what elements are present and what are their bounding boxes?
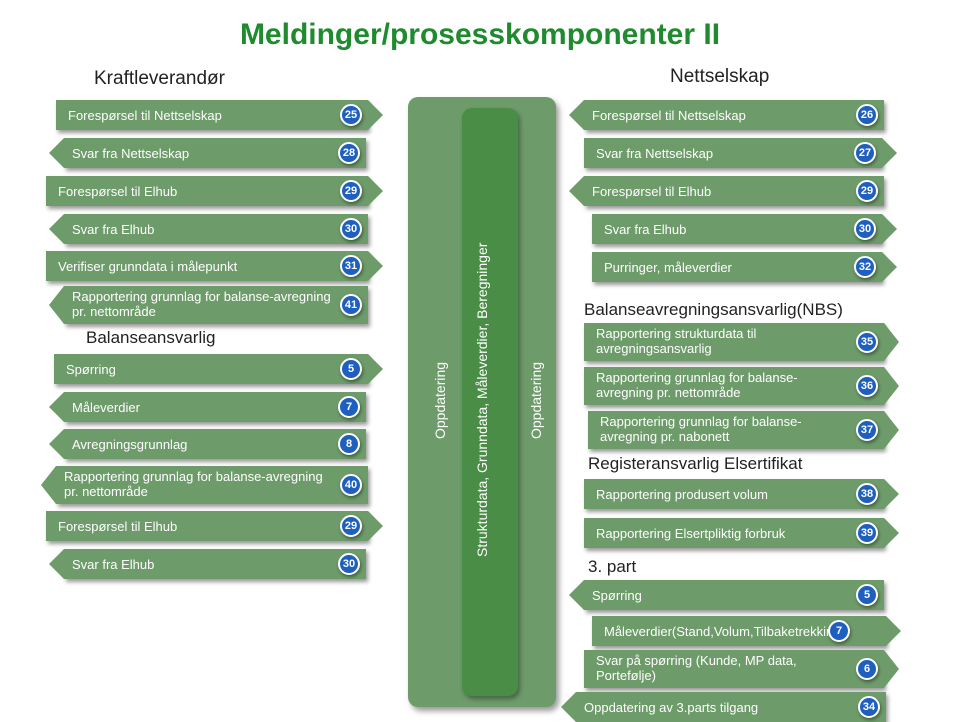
message-arrow: Svar fra Nettselskap 28: [64, 138, 366, 168]
message-arrow: Rapportering grunnlag for balanse-avregn…: [584, 367, 884, 405]
message-label: Oppdatering av 3.parts tilgang: [584, 700, 758, 715]
message-arrow: Svar fra Elhub 30: [592, 214, 882, 244]
message-arrow: Forespørsel til Nettselskap 26: [584, 100, 884, 130]
message-badge: 25: [340, 104, 362, 126]
message-badge: 8: [338, 433, 360, 455]
message-badge: 29: [340, 515, 362, 537]
section-header: Balanseavregningsansvarlig(NBS): [584, 300, 843, 320]
message-arrow: Svar fra Elhub 30: [64, 549, 366, 579]
message-label: Forespørsel til Nettselskap: [592, 108, 746, 123]
center-vertical-label: Strukturdata, Grunndata, Måleverdier, Be…: [474, 160, 490, 640]
message-label: Purringer, måleverdier: [604, 260, 732, 275]
message-arrow: Avregningsgrunnlag 8: [64, 429, 366, 459]
message-arrow: Måleverdier 7: [64, 392, 366, 422]
message-arrow: Svar fra Elhub 30: [64, 214, 368, 244]
message-arrow: Rapportering grunnlag for balanse-avregn…: [588, 411, 884, 449]
message-badge: 41: [340, 294, 362, 316]
message-badge: 5: [340, 358, 362, 380]
message-badge: 39: [856, 522, 878, 544]
message-badge: 34: [858, 696, 880, 718]
message-label: Svar fra Elhub: [72, 222, 154, 237]
message-arrow: Rapportering Elsertpliktig forbruk 39: [584, 518, 884, 548]
message-label: Rapportering grunnlag for balanse-avregn…: [64, 470, 332, 500]
message-badge: 36: [856, 375, 878, 397]
message-badge: 30: [340, 218, 362, 240]
message-badge: 31: [340, 255, 362, 277]
message-arrow: Spørring 5: [54, 354, 368, 384]
message-label: Rapportering grunnlag for balanse-avregn…: [600, 415, 848, 445]
message-arrow: Rapportering grunnlag for balanse-avregn…: [64, 286, 368, 324]
message-arrow: Rapportering produsert volum 38: [584, 479, 884, 509]
message-arrow: Forespørsel til Nettselskap 25: [56, 100, 368, 130]
column-header: Kraftleverandør: [94, 68, 225, 90]
message-arrow: Forespørsel til Elhub 29: [584, 176, 884, 206]
message-badge: 7: [338, 396, 360, 418]
message-arrow: Spørring 5: [584, 580, 884, 610]
message-label: Svar fra Nettselskap: [72, 146, 189, 161]
message-label: Svar fra Elhub: [72, 557, 154, 572]
message-label: Rapportering produsert volum: [596, 487, 768, 502]
section-header: Registeransvarlig Elsertifikat: [588, 454, 802, 474]
message-badge: 30: [854, 218, 876, 240]
message-label: Måleverdier: [72, 400, 140, 415]
message-label: Forespørsel til Nettselskap: [68, 108, 222, 123]
message-label: Forespørsel til Elhub: [592, 184, 711, 199]
message-label: Rapportering Elsertpliktig forbruk: [596, 526, 785, 541]
message-label: Rapportering grunnlag for balanse-avregn…: [72, 290, 332, 320]
message-arrow: Forespørsel til Elhub 29: [46, 176, 368, 206]
message-label: Verifiser grunndata i målepunkt: [58, 259, 237, 274]
message-label: Rapportering strukturdata til avregnings…: [596, 327, 848, 357]
message-badge: 30: [338, 553, 360, 575]
center-vertical-label: Oppdatering: [528, 270, 544, 530]
message-label: Avregningsgrunnlag: [72, 437, 187, 452]
column-header: Nettselskap: [670, 66, 769, 88]
message-label: Spørring: [592, 588, 642, 603]
message-arrow: Rapportering grunnlag for balanse-avregn…: [56, 466, 368, 504]
message-badge: 28: [338, 142, 360, 164]
message-arrow: Oppdatering av 3.parts tilgang 34: [576, 692, 886, 722]
message-badge: 32: [854, 256, 876, 278]
message-badge: 38: [856, 483, 878, 505]
message-arrow: Svar fra Nettselskap 27: [584, 138, 882, 168]
message-badge: 35: [856, 331, 878, 353]
center-inner-block: [462, 108, 518, 696]
message-arrow: Verifiser grunndata i målepunkt 31: [46, 251, 368, 281]
message-badge: 40: [340, 474, 362, 496]
message-badge: 27: [854, 142, 876, 164]
message-badge: 29: [856, 180, 878, 202]
message-arrow: Purringer, måleverdier 32: [592, 252, 882, 282]
section-header: Balanseansvarlig: [86, 328, 215, 348]
message-badge: 29: [340, 180, 362, 202]
message-label: Svar fra Nettselskap: [596, 146, 713, 161]
center-vertical-label: Oppdatering: [432, 270, 448, 530]
message-badge: 7: [828, 620, 850, 642]
message-label: Svar fra Elhub: [604, 222, 686, 237]
message-label: Forespørsel til Elhub: [58, 184, 177, 199]
message-label: Forespørsel til Elhub: [58, 519, 177, 534]
message-label: Svar på spørring (Kunde, MP data, Portef…: [596, 654, 848, 684]
message-label: Måleverdier(Stand,Volum,Tilbaketrekking): [604, 624, 845, 639]
message-arrow: Rapportering strukturdata til avregnings…: [584, 323, 884, 361]
message-label: Rapportering grunnlag for balanse-avregn…: [596, 371, 848, 401]
message-badge: 5: [856, 584, 878, 606]
message-badge: 6: [856, 658, 878, 680]
message-label: Spørring: [66, 362, 116, 377]
section-header: 3. part: [588, 557, 636, 577]
message-badge: 37: [856, 419, 878, 441]
message-arrow: Svar på spørring (Kunde, MP data, Portef…: [584, 650, 884, 688]
message-arrow: Måleverdier(Stand,Volum,Tilbaketrekking)…: [592, 616, 886, 646]
page-title: Meldinger/prosesskomponenter II: [0, 0, 960, 60]
message-arrow: Forespørsel til Elhub 29: [46, 511, 368, 541]
message-badge: 26: [856, 104, 878, 126]
